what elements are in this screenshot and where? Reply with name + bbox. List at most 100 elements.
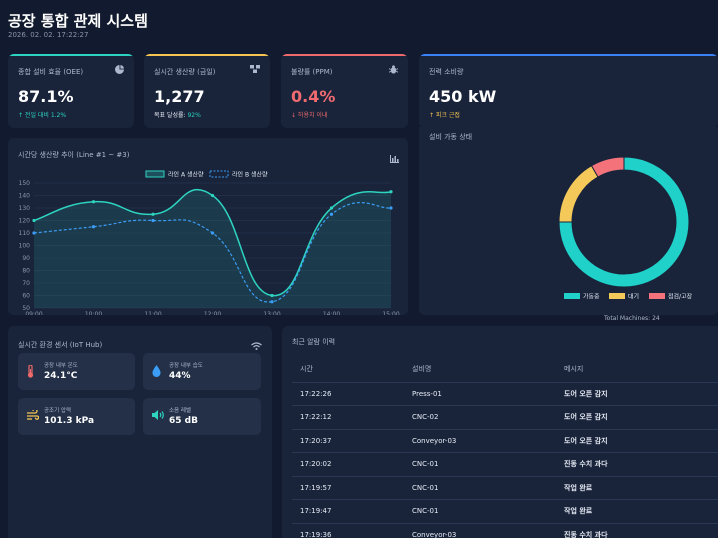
table-row[interactable]: 17:22:26 Press-01 도어 오픈 감지 <box>292 382 718 406</box>
kpi-subtext: ↓ 허용치 이내 <box>291 112 328 119</box>
droplet-icon <box>152 365 161 380</box>
table-row[interactable]: 17:20:02 CNC-01 진동 수치 과다 <box>292 452 718 477</box>
x-tick-label: 10:00 <box>85 311 102 315</box>
data-point <box>270 293 274 298</box>
alarm-message: 도어 오픈 감지 <box>556 382 718 406</box>
alarm-device: Conveyor-03 <box>404 523 556 538</box>
donut-slice <box>558 156 690 288</box>
alarm-history-panel: 최근 알람 이력 시간 설비명 메시지 17:22:26 Press-01 도어 오… <box>282 326 718 538</box>
series-area-line-a <box>34 189 391 308</box>
x-tick-label: 11:00 <box>144 311 161 315</box>
alarm-time: 17:22:12 <box>292 405 404 430</box>
alarm-message: 진동 수치 과다 <box>556 452 718 477</box>
kpi-accent-bar <box>8 54 134 56</box>
table-row[interactable]: 17:19:47 CNC-01 작업 완료 <box>292 499 718 524</box>
kpi-value: 87.1% <box>18 87 74 106</box>
pie-chart-icon <box>115 65 124 77</box>
kpi-card-power: 전력 소비량 450 kW ↑ 피크 근접 <box>419 54 718 128</box>
table-row[interactable]: 17:19:36 Conveyor-03 진동 수치 과다 <box>292 523 718 538</box>
kpi-subtext: 목표 달성률: 92% <box>154 110 201 119</box>
x-tick-label: 14:00 <box>323 311 340 315</box>
y-tick-label: 60 <box>22 293 30 300</box>
donut-slice <box>558 165 599 223</box>
alarm-message: 작업 완료 <box>556 499 718 524</box>
data-point <box>32 231 36 235</box>
kpi-subtext-value: 92% <box>187 112 201 119</box>
total-machines-footer: Total Machines: 24 <box>604 315 660 322</box>
y-tick-label: 70 <box>22 280 30 287</box>
y-tick-label: 80 <box>22 268 30 275</box>
y-tick-label: 140 <box>19 193 31 200</box>
alarm-device: CNC-02 <box>404 405 556 430</box>
kpi-subtext-prefix: 목표 달성률: <box>154 112 188 119</box>
data-point <box>91 225 96 229</box>
series-line-a <box>33 188 392 297</box>
y-tick-label: 120 <box>19 218 31 225</box>
alarm-device: Press-01 <box>404 382 556 406</box>
sensor-value: 44% <box>169 371 191 381</box>
legend-label: 라인 A 생산량 <box>168 171 204 179</box>
kpi-label: 불량률 (PPM) <box>291 68 333 76</box>
legend-swatch <box>649 293 665 299</box>
kpi-card-defect: 불량률 (PPM) 0.4% ↓ 허용치 이내 <box>281 54 408 128</box>
alarm-message: 진동 수치 과다 <box>556 523 718 538</box>
alarm-time: 17:19:47 <box>292 499 404 524</box>
alarm-time: 17:22:26 <box>292 382 404 406</box>
x-tick-label: 09:00 <box>25 311 42 315</box>
y-tick-label: 90 <box>22 255 30 262</box>
table-row[interactable]: 17:19:57 CNC-01 작업 완료 <box>292 476 718 500</box>
machine-status-donut: 가동중 대기 점검/고장 <box>558 156 693 301</box>
data-point <box>389 206 393 210</box>
alarm-message: 도어 오픈 감지 <box>556 429 718 453</box>
legend-swatch <box>145 170 165 178</box>
panel-title: 설비 가동 상태 <box>429 133 473 141</box>
column-header-device: 설비명 <box>404 356 556 383</box>
y-tick-label: 50 <box>22 305 30 312</box>
x-tick-label: 12:00 <box>204 311 221 315</box>
production-trend-panel: 시간당 생산량 추이 (Line #1 ~ #3) 50 60 70 80 90 100 1… <box>8 138 408 315</box>
sensor-label: 공장 내부 온도 <box>44 363 78 369</box>
thermometer-icon <box>27 364 34 381</box>
page-title: 공장 통합 관제 시스템 <box>8 12 148 30</box>
bug-icon <box>388 65 399 77</box>
panel-title: 시간당 생산량 추이 (Line #1 ~ #3) <box>18 151 130 159</box>
y-tick-label: 150 <box>19 180 31 187</box>
x-tick-label: 15:00 <box>382 311 399 315</box>
data-point <box>389 190 393 194</box>
y-tick-label: 110 <box>19 230 31 237</box>
panel-title: 최근 알람 이력 <box>292 338 336 346</box>
kpi-subtext: ↑ 피크 근접 <box>429 112 460 119</box>
data-point <box>329 212 334 216</box>
table-row[interactable]: 17:22:12 CNC-02 도어 오픈 감지 <box>292 405 718 430</box>
legend-swatch <box>564 293 580 299</box>
kpi-label: 실시간 생산량 (금일) <box>154 68 216 76</box>
alarm-time: 17:19:57 <box>292 476 404 500</box>
kpi-accent-bar <box>419 54 718 56</box>
alarm-table: 시간 설비명 메시지 17:22:26 Press-01 도어 오픈 감지 17:22… <box>292 356 718 538</box>
table-row[interactable]: 17:20:37 Conveyor-03 도어 오픈 감지 <box>292 429 718 453</box>
legend-label: 라인 B 생산량 <box>232 171 268 179</box>
sensor-value: 101.3 kPa <box>44 416 95 426</box>
legend-label: 대기 <box>628 293 639 301</box>
legend-label: 가동중 <box>583 293 600 301</box>
production-line-chart: 50 60 70 80 90 100 110 120 130 140 150 09:00 10:00 11… <box>19 170 400 315</box>
legend-swatch <box>609 293 625 299</box>
panel-title: 실시간 환경 센서 (IoT Hub) <box>18 341 103 349</box>
bar-chart-icon[interactable] <box>390 148 399 167</box>
boxes-icon <box>250 65 260 76</box>
alarm-time: 17:20:02 <box>292 452 404 477</box>
column-header-message: 메시지 <box>556 356 718 383</box>
alarm-table-header: 시간 설비명 메시지 <box>292 356 718 383</box>
sensor-panel: 실시간 환경 센서 (IoT Hub) 공장 내부 온도 24.1°C 공장 내… <box>8 326 272 538</box>
current-datetime: 2026. 02. 02. 17:22:27 <box>8 31 89 39</box>
data-point <box>91 200 96 204</box>
kpi-subtext: ↑ 전일 대비 1.2% <box>18 112 67 119</box>
alarm-device: CNC-01 <box>404 499 556 524</box>
column-header-time: 시간 <box>292 356 404 383</box>
kpi-label: 종합 설비 효율 (OEE) <box>18 68 84 76</box>
data-point <box>151 218 155 223</box>
data-point <box>329 206 334 210</box>
sensor-label: 공장 내부 습도 <box>169 363 203 369</box>
alarm-device: CNC-01 <box>404 476 556 500</box>
